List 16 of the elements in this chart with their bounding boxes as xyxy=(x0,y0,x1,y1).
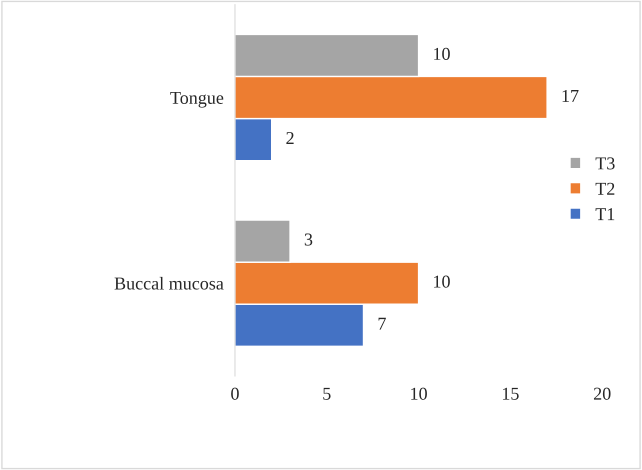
y-tick-label: Buccal mucosa xyxy=(114,276,224,290)
y-tick-label: Tongue xyxy=(170,92,224,108)
data-label: 2 xyxy=(286,132,294,144)
legend-label: T1 xyxy=(596,208,614,220)
data-label: 17 xyxy=(562,90,579,102)
data-label: 10 xyxy=(434,48,450,60)
x-tick-label: 20 xyxy=(594,388,611,400)
legend-label: T3 xyxy=(596,157,615,170)
legend-label: T2 xyxy=(596,182,614,195)
data-label: 10 xyxy=(434,276,450,288)
x-tick-label: 15 xyxy=(502,388,519,400)
x-tick-label: 10 xyxy=(411,388,427,400)
x-tick-label: 0 xyxy=(231,388,239,400)
data-label: 3 xyxy=(304,233,312,246)
x-tick-label: 5 xyxy=(323,388,331,400)
data-label: 7 xyxy=(378,318,386,330)
